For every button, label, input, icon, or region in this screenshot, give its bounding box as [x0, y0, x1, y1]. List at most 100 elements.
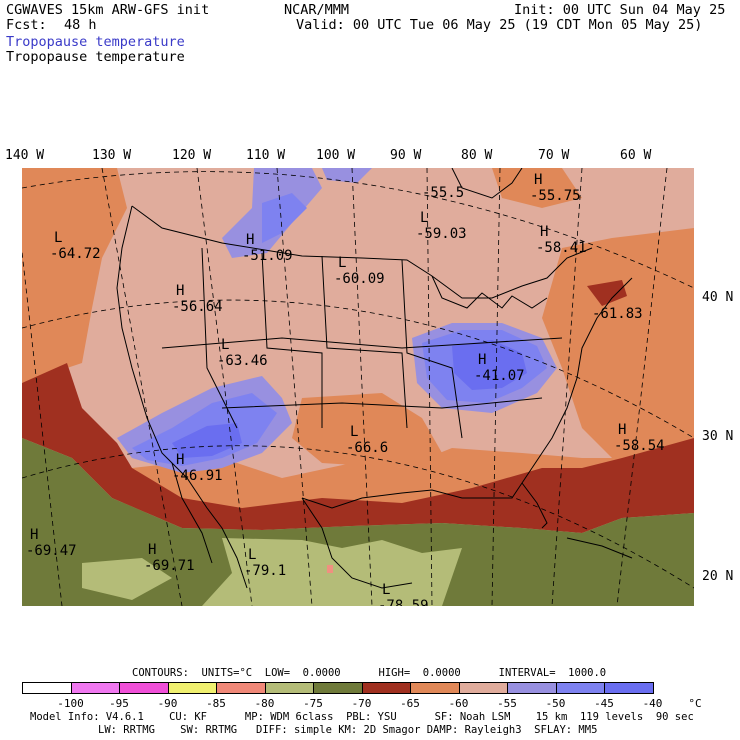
extremum-marker: H [30, 527, 38, 543]
meridian [196, 168, 253, 606]
field-brightblue-ohio [452, 340, 527, 390]
extremum-value: -58.41 [536, 240, 587, 256]
extremum-value: -78.59 [378, 598, 429, 606]
field-orange-ne [492, 168, 582, 208]
extremum-value: -56.64 [172, 299, 223, 315]
hudson-bay [451, 168, 523, 199]
extremum-value: -79.1 [244, 563, 286, 579]
lon-label: 100 W [316, 148, 356, 163]
lon-label: 140 W [5, 148, 45, 163]
colorbar-unit: °C [688, 697, 702, 710]
mexico-coast [301, 497, 413, 589]
lon-label: 60 W [620, 148, 652, 163]
meridian [426, 168, 433, 606]
lat-label: 40 N [702, 290, 734, 305]
state-line [401, 259, 463, 439]
contours-info: CONTOURS: UNITS=°C LOW= 0.0000 HIGH= 0.0… [132, 667, 607, 679]
extremum-marker: H [246, 232, 254, 248]
extremum-value: -60.09 [334, 271, 385, 287]
meridian [351, 168, 373, 606]
lat-label: 30 N [702, 429, 734, 444]
extremum-marker: L [338, 255, 346, 271]
boundaries [116, 168, 633, 589]
extremum-value: -55.5 [422, 185, 464, 201]
extremum-value: -66.6 [346, 440, 388, 456]
extremum-marker: H [478, 352, 486, 368]
field-khaki-west [82, 558, 172, 600]
colorbar-swatch [216, 682, 266, 694]
gulf-coast [301, 467, 533, 509]
colorbar-label: -70 [351, 697, 372, 710]
parallel [22, 171, 694, 289]
west-coast [116, 205, 248, 589]
field-brightblue-sw [172, 423, 242, 458]
extremum-value: -46.91 [172, 468, 223, 484]
colorbar-label: -50 [545, 697, 566, 710]
extremum-value: -59.03 [416, 226, 467, 242]
colorbar-swatch [604, 682, 654, 694]
extremum-marker: H [534, 172, 542, 188]
extremum-marker: H [176, 452, 184, 468]
extremum-marker: H [540, 224, 548, 240]
extremum-value: -58.54 [614, 438, 665, 454]
extremum-marker: H [176, 283, 184, 299]
colorbar-label: -65 [400, 697, 420, 710]
extremum-value: -63.46 [217, 353, 268, 369]
baja [171, 462, 213, 564]
extremum-value: -51.09 [242, 248, 293, 264]
colorbar-swatch [264, 682, 314, 694]
extremum-marker: L [420, 210, 428, 226]
colorbar-label: -60 [448, 697, 469, 710]
field-title-secondary: Tropopause temperature [6, 49, 185, 65]
extremum-marker: H [148, 542, 156, 558]
field-darkred-ne [587, 280, 627, 306]
colorbar-label: -100 [57, 697, 84, 710]
extremum-value: -41.07 [474, 368, 525, 384]
colorbar-swatch [458, 682, 508, 694]
extremum-value: -55.75 [530, 188, 581, 204]
extremum-marker: L [221, 337, 229, 353]
colorbar-label: -40 [642, 697, 663, 710]
meridian [101, 168, 183, 606]
extremum-value: -64.72 [50, 246, 101, 262]
meridian [616, 168, 668, 606]
model-info-line-1: Model Info: V4.6.1 CU: KF MP: WDM 6class… [30, 711, 694, 723]
model-title: CGWAVES 15km ARW-GFS init [6, 2, 210, 18]
extremum-value: -61.83 [592, 306, 643, 322]
extrema-labels: L-64.72H-51.09 L-60.09L-59.03-55.5H-55.75… [26, 172, 665, 606]
colorbar-swatch [119, 682, 169, 694]
lon-label: 110 W [246, 148, 286, 163]
colorbar-swatch [410, 682, 460, 694]
init-time: Init: 00 UTC Sun 04 May 25 [514, 2, 726, 18]
extremum-marker: L [382, 582, 390, 598]
field-orange-tx [292, 393, 442, 468]
extremum-value: -69.47 [26, 543, 77, 559]
lon-label: 80 W [461, 148, 493, 163]
east-coast [531, 277, 633, 469]
great-lakes [431, 275, 548, 309]
state-line [261, 252, 323, 428]
field-blue-nw [262, 193, 307, 243]
state-line [221, 397, 543, 409]
forecast-hour-value: 48 h [64, 17, 97, 33]
tropopause-temperature-map: L-64.72H-51.09 L-60.09L-59.03-55.5H-55.75… [22, 168, 694, 606]
lat-label: 20 N [702, 569, 734, 584]
colorbar-swatch [22, 682, 72, 694]
state-line [321, 255, 408, 429]
graticule [22, 168, 694, 606]
extremum-marker: L [350, 424, 358, 440]
colorbar-swatch [313, 682, 363, 694]
state-line [161, 337, 563, 349]
colorbar-swatch [555, 682, 605, 694]
lon-label: 130 W [92, 148, 132, 163]
field-orange-pacific [22, 168, 127, 383]
lon-label: 70 W [538, 148, 570, 163]
colorbar-swatch [361, 682, 411, 694]
meridian [276, 168, 313, 606]
colorbar-swatch [507, 682, 557, 694]
meridian [491, 168, 501, 606]
colorbar-label: -90 [157, 697, 178, 710]
organization: NCAR/MMM [284, 2, 350, 18]
meridian [551, 168, 583, 606]
lon-label: 90 W [390, 148, 422, 163]
